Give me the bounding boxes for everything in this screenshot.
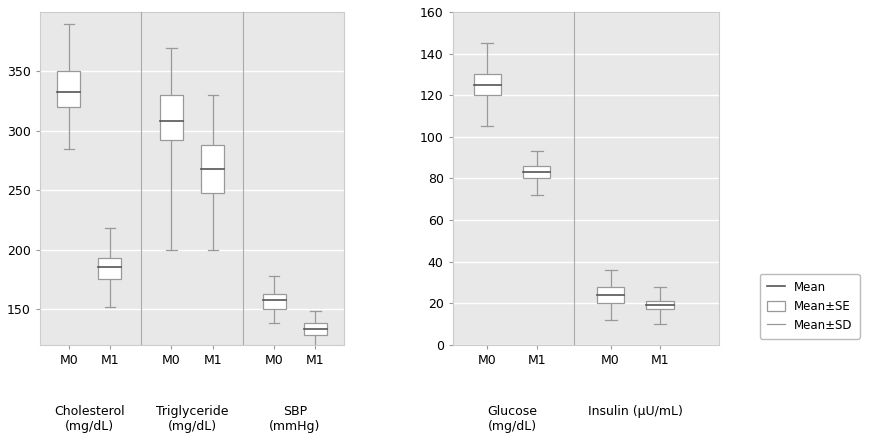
Bar: [98, 258, 121, 279]
Bar: [523, 166, 550, 179]
Text: Insulin (μU/mL): Insulin (μU/mL): [588, 405, 682, 418]
Bar: [263, 293, 286, 309]
Text: Triglyceride
(mg/dL): Triglyceride (mg/dL): [156, 405, 228, 433]
Bar: [202, 145, 224, 193]
Legend: Mean, Mean±SE, Mean±SD: Mean, Mean±SE, Mean±SD: [760, 274, 859, 339]
Text: Glucose
(mg/dL): Glucose (mg/dL): [487, 405, 537, 433]
Bar: [474, 74, 501, 95]
Bar: [57, 71, 80, 107]
Bar: [160, 95, 182, 140]
Bar: [304, 324, 327, 335]
Text: SBP
(mmHg): SBP (mmHg): [269, 405, 321, 433]
Bar: [597, 286, 624, 303]
Bar: [646, 301, 674, 309]
Text: Cholesterol
(mg/dL): Cholesterol (mg/dL): [53, 405, 125, 433]
